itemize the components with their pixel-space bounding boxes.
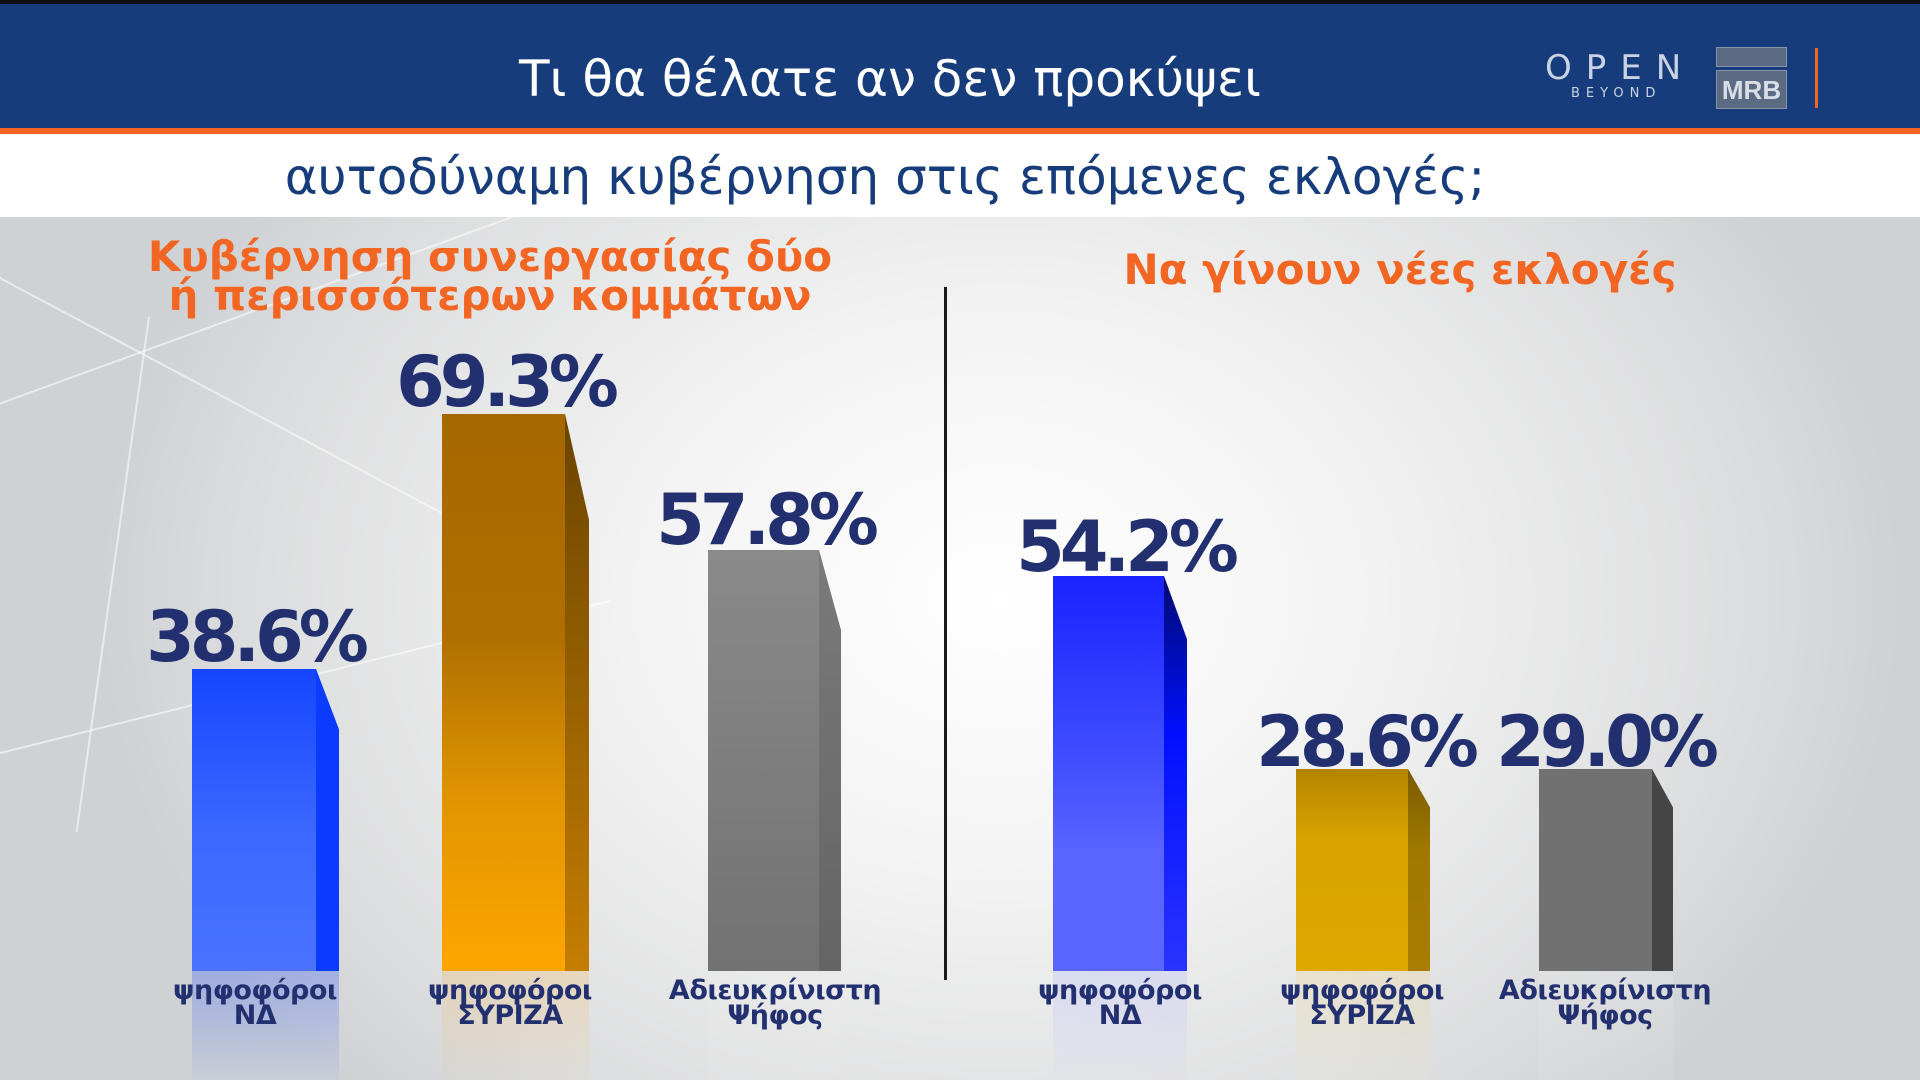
left-chart-title-line-2: ή περισσότερων κομμάτων: [168, 271, 812, 320]
page-subtitle: αυτοδύναμη κυβέρνηση στις επόμενες εκλογ…: [284, 148, 1486, 206]
bar-value-label: 54.2%: [1016, 506, 1239, 588]
left-chart-title: Κυβέρνηση συνεργασίας δύο ή περισσότερων…: [120, 232, 860, 320]
category-label: ψηφοφόροι ΝΔ: [1015, 975, 1225, 1031]
left-chart-title-line-1: Κυβέρνηση συνεργασίας δύο: [147, 232, 833, 281]
category-label-line: Ψήφος: [727, 1000, 823, 1031]
page-title: Τι θα θέλατε αν δεν προκύψει: [519, 50, 1261, 108]
category-label: Αδιευκρίνιστη Ψήφος: [1470, 975, 1740, 1031]
background-decoration: [75, 316, 150, 832]
bar-value-label: 29.0%: [1496, 701, 1719, 783]
open-logo-tagline: BEYOND: [1571, 86, 1662, 101]
bar-value-label: 38.6%: [146, 596, 369, 678]
category-label-line: ψηφοφόροι: [173, 975, 337, 1006]
bar-nd-coalition: [192, 669, 339, 1080]
bar-value-label: 57.8%: [656, 479, 879, 561]
bar-syriza-coalition: [442, 414, 589, 1080]
subtitle-band: αυτοδύναμη κυβέρνηση στις επόμενες εκλογ…: [0, 134, 1920, 217]
accent-stripe: [0, 128, 1920, 134]
category-label-line: ψηφοφόροι: [428, 975, 592, 1006]
category-label: ψηφοφόροι ΝΔ: [150, 975, 360, 1031]
right-chart-title: Να γίνουν νέες εκλογές: [1123, 245, 1677, 294]
panel-divider: [944, 287, 947, 980]
bar-syriza-new-elections: [1296, 769, 1430, 1080]
mrb-logo: MRB: [1716, 47, 1787, 109]
header-band: Τι θα θέλατε αν δεν προκύψει: [0, 4, 1920, 128]
category-label: ψηφοφόροι ΣΥΡΙΖΑ: [405, 975, 615, 1031]
bar-undecided-new-elections: [1539, 769, 1673, 1080]
category-label-line: ψηφοφόροι: [1038, 975, 1202, 1006]
open-logo-text: OPEN: [1545, 48, 1696, 88]
category-label-line: Αδιευκρίνιστη: [1498, 975, 1712, 1006]
category-label-line: ΝΔ: [1098, 1000, 1142, 1031]
category-label-line: ΝΔ: [233, 1000, 277, 1031]
bar-undecided-coalition: [708, 550, 841, 1080]
bar-value-label: 69.3%: [396, 341, 619, 423]
category-label: ψηφοφόροι ΣΥΡΙΖΑ: [1257, 975, 1467, 1031]
logo-separator: [1815, 48, 1818, 108]
category-label-line: Ψήφος: [1557, 1000, 1653, 1031]
category-label: Αδιευκρίνιστη Ψήφος: [640, 975, 910, 1031]
mrb-logo-text: MRB: [1716, 70, 1787, 109]
top-black-strip: [0, 0, 1920, 4]
category-label-line: Αδιευκρίνιστη: [668, 975, 882, 1006]
chart-stage: Κυβέρνηση συνεργασίας δύο ή περισσότερων…: [0, 217, 1920, 1080]
category-label-line: ψηφοφόροι: [1280, 975, 1444, 1006]
bar-value-label: 28.6%: [1256, 701, 1479, 783]
category-label-line: ΣΥΡΙΖΑ: [1309, 1000, 1415, 1031]
open-beyond-logo: OPEN BEYOND: [1545, 50, 1685, 110]
mrb-logo-top-block: [1716, 47, 1787, 67]
category-label-line: ΣΥΡΙΖΑ: [457, 1000, 563, 1031]
bar-nd-new-elections: [1053, 576, 1187, 1080]
